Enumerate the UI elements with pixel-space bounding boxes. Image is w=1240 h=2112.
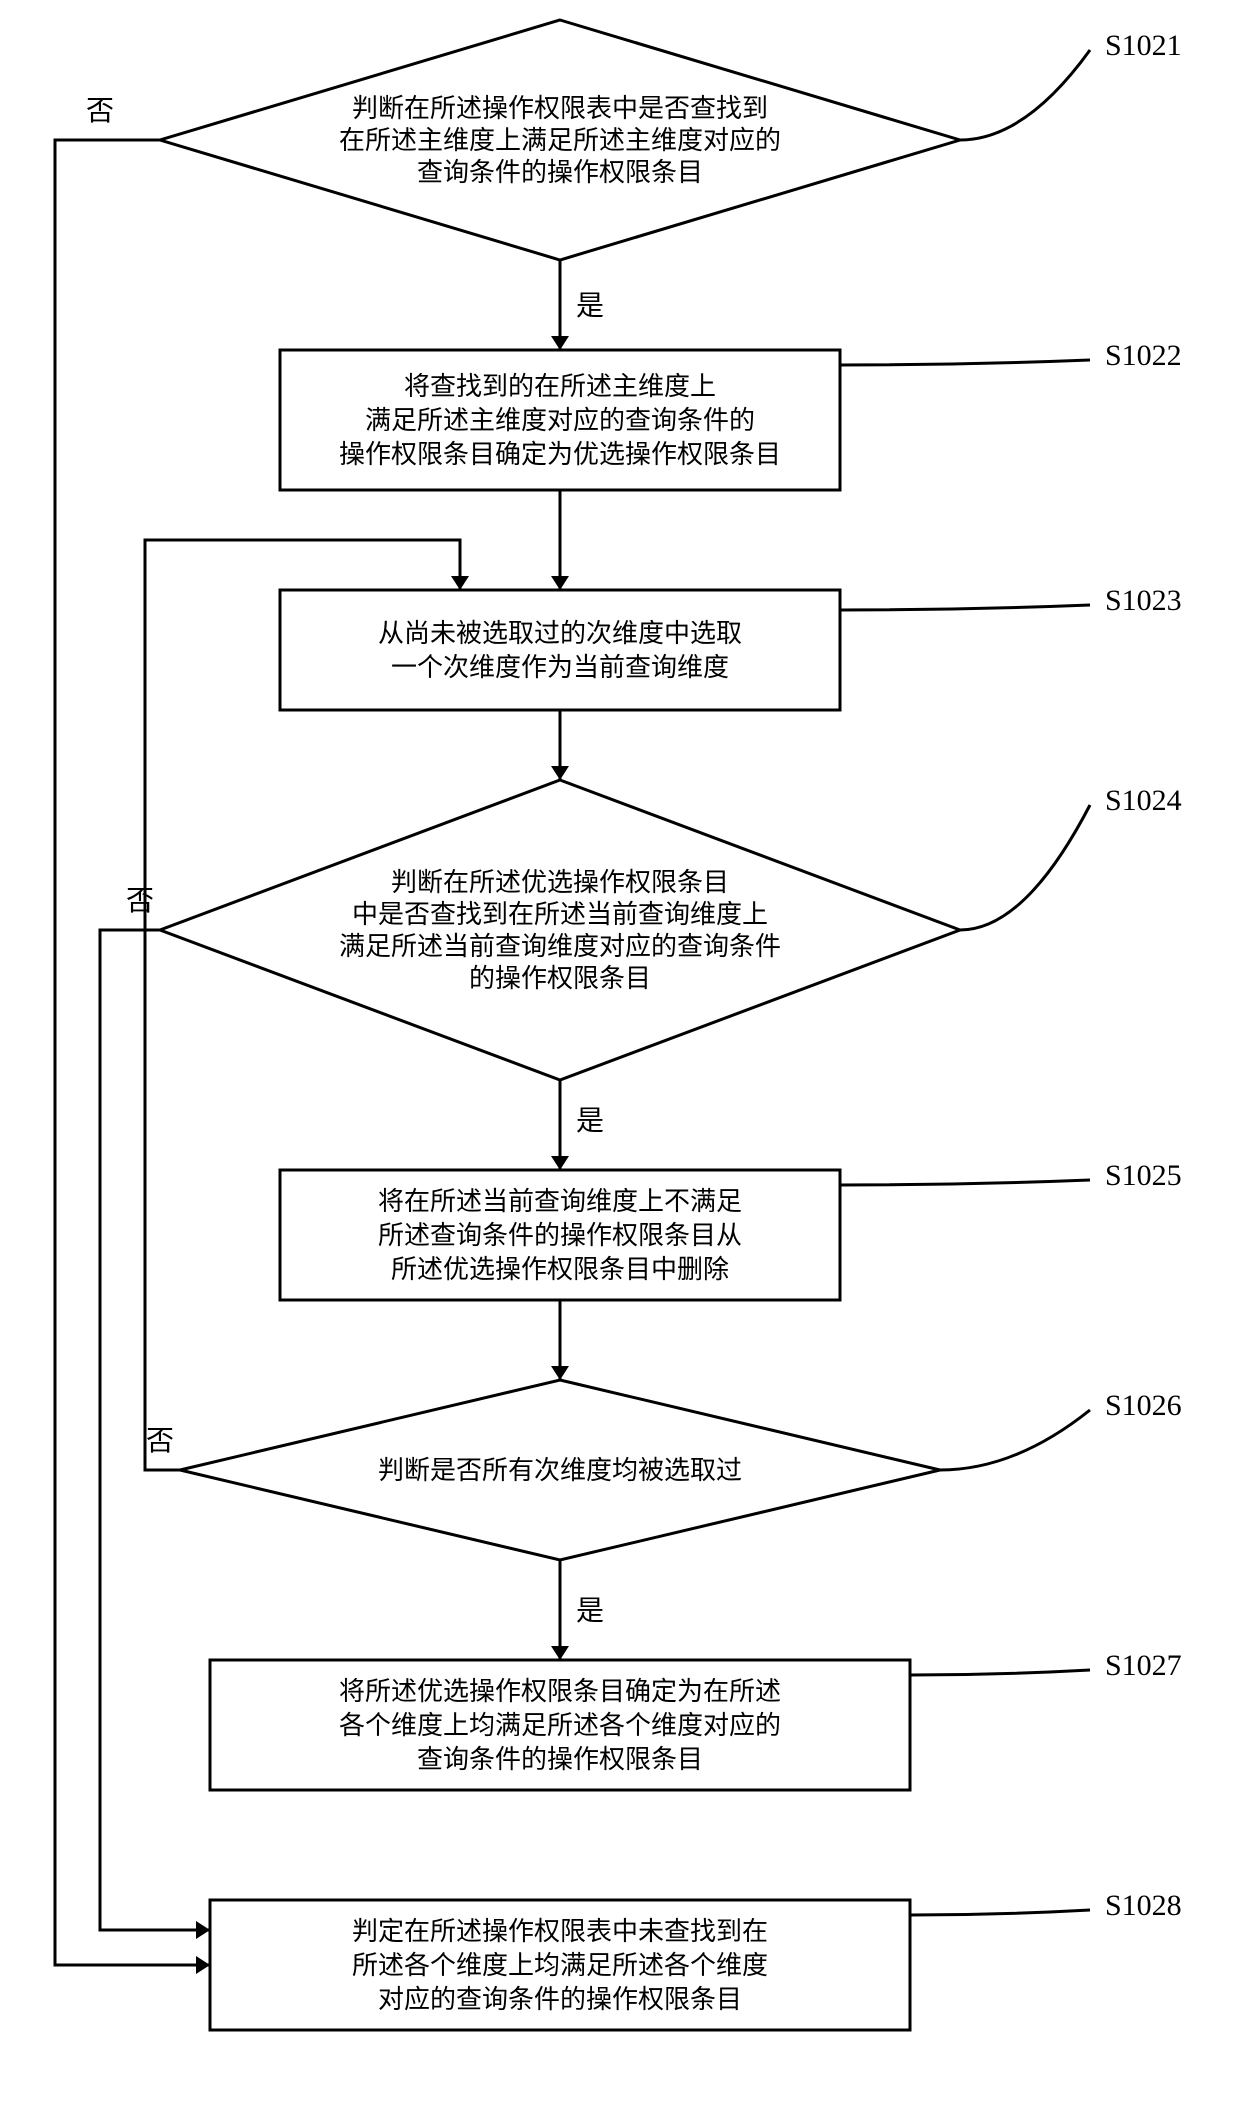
leader-line	[960, 805, 1090, 930]
node-text: 的操作权限条目	[469, 964, 651, 993]
node-text: 各个维度上均满足所述各个维度对应的	[339, 1711, 781, 1740]
step-label: S1022	[1105, 339, 1182, 372]
leader-line	[840, 360, 1090, 365]
step-label: S1028	[1105, 1889, 1182, 1922]
process-s1023	[280, 590, 840, 710]
node-text: 满足所述主维度对应的查询条件的	[365, 406, 755, 435]
node-text: 判断在所述操作权限表中是否查找到	[352, 94, 768, 123]
step-label: S1023	[1105, 584, 1182, 617]
leader-line	[910, 1670, 1090, 1675]
branch-label: 否	[126, 886, 154, 917]
branch-label: 是	[576, 1596, 604, 1627]
leader-line	[960, 50, 1090, 140]
node-text: 所述各个维度上均满足所述各个维度	[352, 1951, 768, 1980]
node-text: 所述查询条件的操作权限条目从	[378, 1221, 742, 1250]
leader-line	[940, 1410, 1090, 1470]
node-text: 将查找到的在所述主维度上	[404, 372, 716, 401]
leader-line	[910, 1910, 1090, 1915]
node-text: 中是否查找到在所述当前查询维度上	[352, 900, 768, 929]
node-text: 所述优选操作权限条目中删除	[391, 1255, 729, 1284]
node-text: 查询条件的操作权限条目	[417, 158, 703, 187]
node-text: 将在所述当前查询维度上不满足	[378, 1187, 742, 1216]
step-label: S1021	[1105, 29, 1182, 62]
step-label: S1025	[1105, 1159, 1182, 1192]
leader-line	[840, 605, 1090, 610]
node-text: 将所述优选操作权限条目确定为在所述	[339, 1677, 781, 1706]
step-label: S1024	[1105, 784, 1182, 817]
node-text: 操作权限条目确定为优选操作权限条目	[339, 440, 781, 469]
branch-label: 否	[86, 96, 114, 127]
node-text: 满足所述当前查询维度对应的查询条件	[339, 932, 781, 961]
node-text: 判定在所述操作权限表中未查找到在	[352, 1917, 768, 1946]
node-text: 对应的查询条件的操作权限条目	[378, 1985, 742, 2014]
branch-label: 是	[576, 1106, 604, 1137]
step-label: S1026	[1105, 1389, 1182, 1422]
branch-label: 否	[146, 1426, 174, 1457]
leader-line	[840, 1180, 1090, 1185]
node-text: 判断是否所有次维度均被选取过	[378, 1456, 742, 1485]
node-text: 判断在所述优选操作权限条目	[391, 868, 729, 897]
decision-s1024	[160, 780, 960, 1080]
flowchart: 是是是否否否判断在所述操作权限表中是否查找到在所述主维度上满足所述主维度对应的查…	[0, 0, 1240, 2112]
node-text: 在所述主维度上满足所述主维度对应的	[339, 126, 781, 155]
node-text: 从尚未被选取过的次维度中选取	[378, 619, 742, 648]
node-text: 一个次维度作为当前查询维度	[391, 653, 729, 682]
branch-label: 是	[576, 291, 604, 322]
edge	[55, 140, 210, 1965]
step-label: S1027	[1105, 1649, 1182, 1682]
node-text: 查询条件的操作权限条目	[417, 1745, 703, 1774]
